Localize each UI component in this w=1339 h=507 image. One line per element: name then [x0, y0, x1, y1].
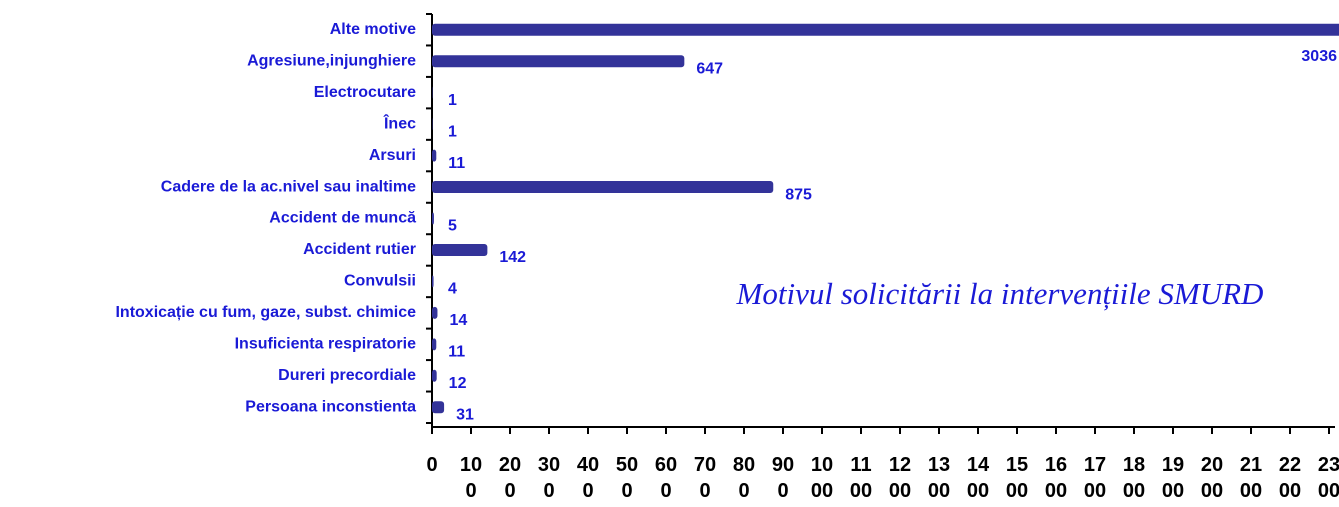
bar: [432, 338, 437, 351]
x-tick-label: 1200: [888, 454, 912, 502]
category-label: Alte motive: [330, 21, 416, 38]
bar: [432, 306, 438, 319]
value-label: 1: [448, 92, 457, 109]
chart-title: Motivul solicitării la intervențiile SMU…: [736, 276, 1264, 311]
x-tick-label: 2000: [1200, 454, 1224, 502]
x-tick-label: 900: [771, 454, 795, 502]
bar: [432, 181, 774, 194]
x-tick-label: 1000: [810, 454, 834, 502]
x-tick-label: 2300: [1317, 454, 1339, 502]
x-tick-label: 1800: [1122, 454, 1146, 502]
x-tick-label: 800: [732, 454, 756, 502]
bar: [432, 212, 434, 225]
bar: [432, 369, 437, 382]
bar: [432, 149, 437, 162]
x-tick-label: 300: [537, 454, 561, 502]
category-label: Accident rutier: [303, 241, 416, 258]
category-label: Electrocutare: [314, 84, 416, 101]
category-label: Insuficienta respiratorie: [235, 336, 416, 353]
bar: [432, 23, 1339, 36]
value-label: 11: [448, 344, 465, 361]
value-label: 875: [785, 186, 812, 203]
bar: [432, 401, 445, 414]
x-tick-label: 700: [693, 454, 717, 502]
bar: [432, 275, 434, 288]
bar: [432, 55, 685, 68]
x-tick-label: 600: [654, 454, 678, 502]
value-label: 11: [448, 155, 465, 172]
value-label: 14: [449, 312, 467, 329]
x-tick-label: 1300: [927, 454, 951, 502]
category-label: Accident de muncă: [269, 210, 416, 227]
category-label: Agresiune,injunghiere: [247, 52, 416, 69]
value-label: 5: [448, 218, 457, 235]
category-label: Arsuri: [369, 147, 416, 164]
category-label: Dureri precordiale: [278, 367, 416, 384]
x-tick-label: 1400: [966, 454, 990, 502]
value-label: 142: [499, 249, 526, 266]
x-tick-label: 2200: [1278, 454, 1302, 502]
x-tick-label: 500: [615, 454, 639, 502]
value-label: 31: [456, 406, 474, 423]
value-label: 12: [449, 375, 467, 392]
x-tick-label: 1900: [1161, 454, 1185, 502]
x-tick-label: 1600: [1044, 454, 1068, 502]
x-tick-label: 200: [498, 454, 522, 502]
value-label: 3036: [1301, 48, 1337, 65]
x-tick-label: 2100: [1239, 454, 1263, 502]
category-label: Intoxicație cu fum, gaze, subst. chimice: [115, 304, 416, 321]
x-tick-label: 100: [459, 454, 483, 502]
bar: [432, 243, 488, 256]
x-tick-label: 1500: [1005, 454, 1029, 502]
value-label: 1: [448, 123, 457, 140]
category-label: Persoana inconstienta: [245, 398, 416, 415]
value-label: 4: [448, 281, 457, 298]
x-tick-label: 400: [576, 454, 600, 502]
value-label: 647: [696, 60, 723, 77]
x-tick-label: 1100: [849, 454, 873, 502]
x-tick-label: 0: [426, 454, 438, 476]
category-label: Înec: [383, 113, 416, 132]
x-tick-label: 1700: [1083, 454, 1107, 502]
category-label: Cadere de la ac.nivel sau inaltime: [161, 178, 416, 195]
category-label: Convulsii: [344, 273, 416, 290]
